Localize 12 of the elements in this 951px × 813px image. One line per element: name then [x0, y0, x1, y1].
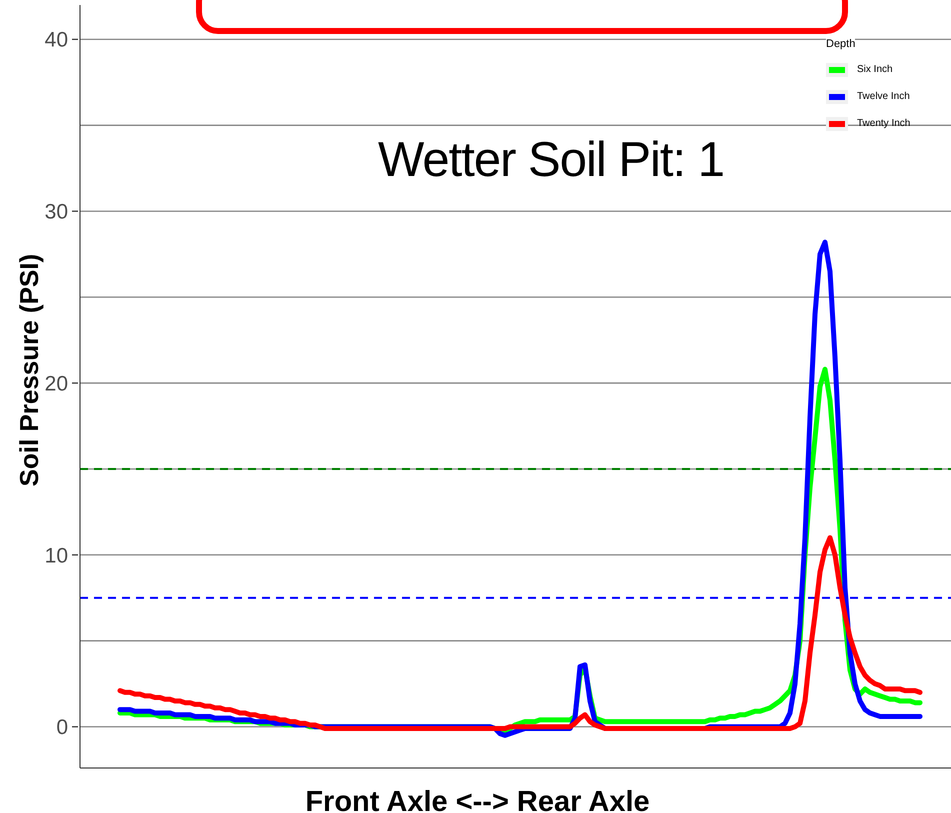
legend-title: Depth [826, 38, 856, 50]
y-tick-label: 40 [44, 28, 68, 52]
y-tick-label: 0 [56, 716, 68, 740]
x-axis-title: Front Axle <--> Rear Axle [305, 786, 650, 813]
y-tick-label: 30 [44, 200, 68, 224]
legend-label: Six Inch [857, 64, 893, 75]
legend-label: Twelve Inch [857, 91, 910, 102]
text: Wetter Soil Pit: 1 [378, 132, 724, 188]
legend-label: Twenty Inch [857, 118, 910, 129]
y-tick-label: 20 [44, 372, 68, 396]
y-axis-title: Soil Pressure (PSI) [14, 254, 44, 486]
y-tick-label: 10 [44, 544, 68, 568]
